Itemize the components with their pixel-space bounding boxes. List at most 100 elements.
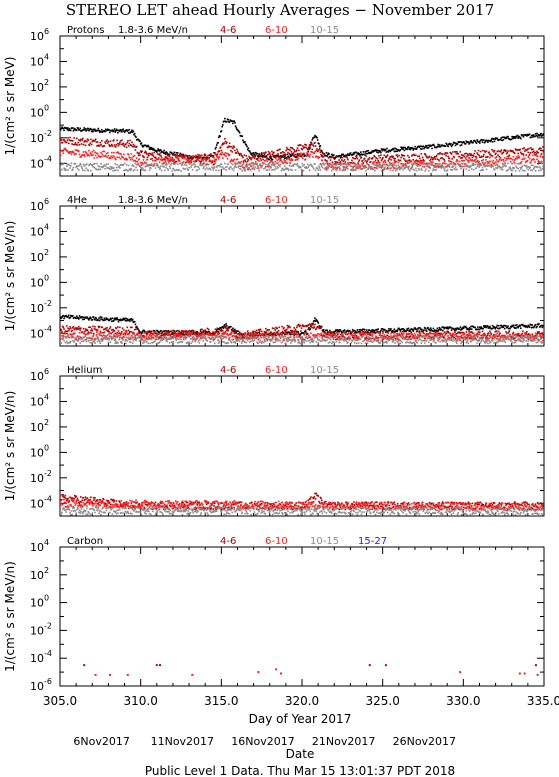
data-point [129,158,132,161]
data-point [217,141,219,144]
data-point [472,162,474,165]
data-point [127,164,130,167]
data-point [342,153,345,156]
data-point [438,332,441,335]
data-point [539,134,542,136]
data-point [417,155,419,158]
data-point [364,333,367,336]
data-point [472,154,474,156]
data-point [132,143,135,146]
data-point [220,163,223,166]
data-point [94,138,97,141]
data-point [516,155,518,158]
data-point [339,167,341,170]
data-point [261,152,263,154]
data-point [140,142,143,144]
data-point [129,326,132,329]
data-point [243,166,246,169]
data-point [274,338,277,340]
data-point [373,155,375,157]
data-point [256,157,258,160]
data-point [501,168,504,171]
data-point [250,333,252,336]
data-point [485,156,487,158]
data-point [166,159,169,161]
data-point [516,333,519,336]
data-point [98,144,101,147]
y-tick-label-exp: 6 [44,197,49,206]
data-point [517,326,519,329]
data-point [95,152,98,154]
data-point [72,151,75,154]
data-point [402,168,404,171]
data-point [536,155,539,157]
data-point [495,158,498,161]
data-point [265,331,268,333]
data-point [161,331,164,333]
data-point [301,148,303,151]
data-point [468,330,470,333]
data-point [111,143,113,146]
data-point [177,335,180,338]
data-point [315,149,318,152]
data-point [78,331,81,334]
data-point [418,330,421,333]
data-point [356,336,359,339]
data-point [402,154,404,157]
data-point [182,153,184,156]
data-point [298,149,300,152]
data-point [365,169,367,172]
data-point [437,159,440,161]
data-point [62,334,65,337]
data-point [290,165,293,167]
data-point [298,333,300,335]
data-point [88,129,91,131]
data-point [147,144,149,147]
data-point [389,329,392,331]
data-point [496,150,499,153]
data-point [493,137,495,140]
data-point [525,154,528,156]
data-point [256,336,259,339]
data-point [222,327,225,330]
data-point [172,153,175,155]
data-point [376,165,378,167]
data-point [220,153,223,156]
data-point [129,139,131,142]
data-point [91,318,94,321]
y-tick-label-exp: 6 [44,27,49,36]
data-point [120,332,123,335]
data-point [305,144,308,146]
data-point [80,336,82,338]
data-point [178,160,181,162]
data-point [230,145,233,148]
data-point [542,162,544,165]
data-point [315,318,318,321]
data-point [76,328,78,331]
data-point [242,156,244,159]
data-point [177,334,180,336]
data-point [212,155,215,157]
data-point [413,154,416,157]
data-point [419,159,422,162]
data-point [462,327,465,330]
data-point [79,329,81,331]
data-point [233,167,236,169]
figure-title: STEREO LET ahead Hourly Averages − Novem… [66,1,494,19]
data-point [314,323,316,326]
data-point [342,169,345,171]
data-point [121,131,123,133]
data-point [104,141,106,143]
data-point [304,339,306,341]
data-point [145,165,147,168]
data-point [243,332,246,335]
data-point [528,157,531,160]
data-point [357,160,360,163]
data-point [427,146,430,149]
data-point [289,161,291,164]
data-point [84,150,87,153]
data-point [528,166,530,168]
data-point [499,138,502,141]
data-point [277,167,279,169]
